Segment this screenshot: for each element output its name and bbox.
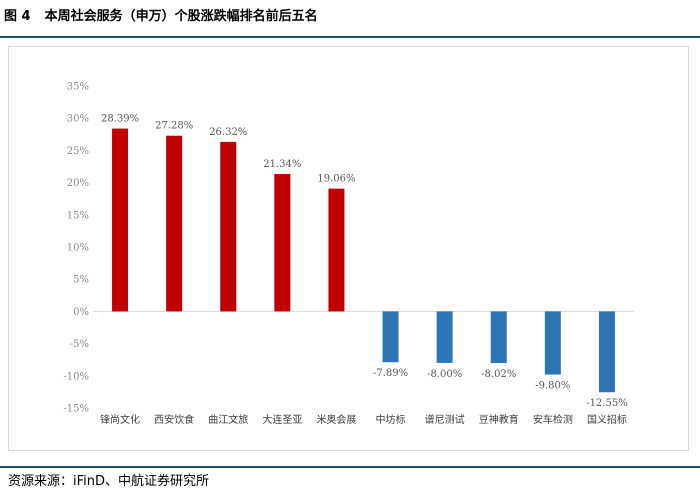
data-label: 28.39%	[101, 114, 139, 125]
data-label: -8.00%	[427, 369, 462, 380]
bar-chart: 35% 30% 25% 20% 15% 10% 5% 0% -5% -10% -15% 28.39% 锋…	[63, 82, 634, 426]
figure-title-text: 本周社会服务（申万）个股涨跌幅排名前后五名	[44, 9, 318, 24]
source-note: 资源来源：iFinD、中航证券研究所	[8, 474, 210, 489]
category-label: 安车检测	[533, 413, 573, 426]
y-tick-label: 30%	[67, 114, 89, 125]
bar	[328, 188, 345, 312]
y-tick-label: 15%	[67, 210, 89, 221]
bar	[220, 141, 237, 312]
top-rule	[0, 36, 700, 38]
bar	[382, 311, 399, 363]
figure-title: 图 4 本周社会服务（申万）个股涨跌幅排名前后五名	[4, 6, 318, 28]
y-tick-label: -10%	[63, 371, 89, 382]
y-tick-label: -15%	[63, 404, 89, 415]
data-label: -7.89%	[373, 368, 408, 379]
data-label: -9.80%	[535, 381, 570, 392]
category-label: 豆神教育	[479, 413, 519, 426]
y-tick-label: -5%	[70, 339, 89, 350]
category-label: 曲江文旅	[208, 413, 248, 426]
category-label: 谱尼测试	[425, 413, 465, 426]
bar	[112, 128, 129, 312]
y-tick-label: 25%	[67, 146, 89, 157]
y-tick-label: 0%	[73, 307, 89, 318]
category-label: 大连圣亚	[262, 413, 302, 426]
data-label: 21.34%	[263, 159, 301, 170]
data-label: 27.28%	[155, 121, 193, 132]
category-label: 锋尚文化	[100, 413, 140, 426]
y-tick-label: 10%	[67, 243, 89, 254]
category-label: 西安饮食	[154, 413, 194, 426]
category-label: 米奥会展	[316, 413, 356, 426]
bottom-rule	[0, 466, 700, 468]
bar	[166, 135, 183, 312]
chart-area: 35% 30% 25% 20% 15% 10% 5% 0% -5% -10% -15% 28.39% 锋…	[8, 46, 689, 451]
y-tick-label: 20%	[67, 178, 89, 189]
y-tick-label: 5%	[73, 275, 89, 286]
data-label: 26.32%	[209, 127, 247, 138]
bar	[436, 311, 453, 363]
data-label: -8.02%	[481, 369, 516, 380]
figure-number: 图 4	[4, 9, 31, 24]
bar	[274, 173, 291, 312]
category-label: 中坊标	[376, 413, 406, 426]
data-label: -12.55%	[586, 398, 628, 409]
bar	[544, 311, 561, 375]
data-label: 19.06%	[317, 174, 355, 185]
y-tick-label: 35%	[67, 82, 89, 93]
bar	[490, 311, 507, 364]
bar	[598, 311, 615, 393]
category-label: 国义招标	[587, 413, 627, 426]
